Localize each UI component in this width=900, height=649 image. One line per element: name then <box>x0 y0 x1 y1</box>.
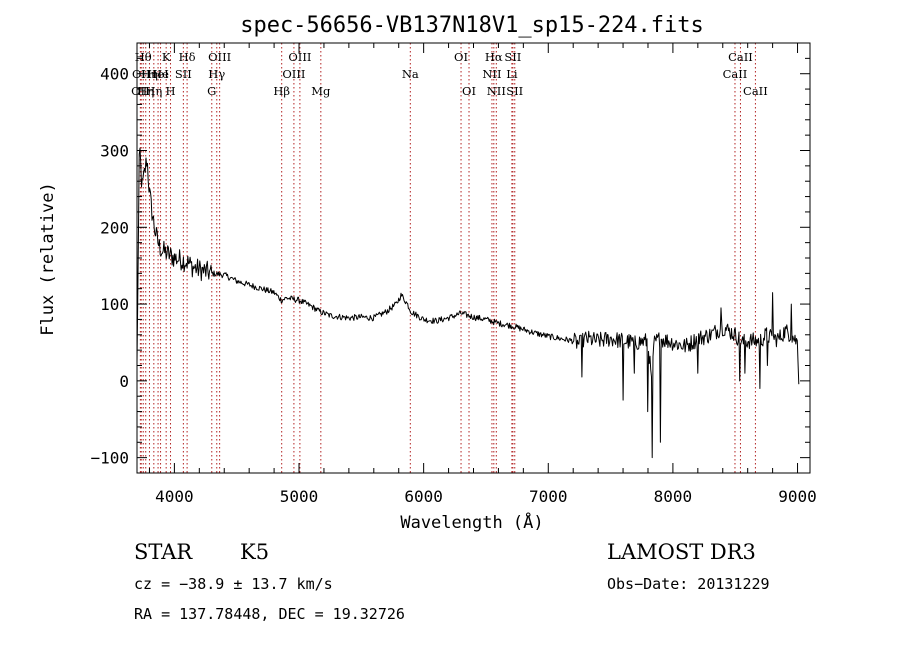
x-tick-label-5: 9000 <box>778 487 817 506</box>
line-marker-label-14: OIII <box>208 50 231 64</box>
line-marker-label-17: OIII <box>288 50 311 64</box>
line-marker-label-29: CaII <box>728 50 753 64</box>
y-tick-label-4: 300 <box>100 142 129 161</box>
y-tick-label-5: 400 <box>100 65 129 84</box>
line-marker-label-18: Mg <box>311 84 331 98</box>
obs-date-text: Obs−Date: 20131229 <box>607 575 770 593</box>
line-marker-label-22: NII <box>482 67 501 81</box>
line-marker-labels-layer: OIIOIIHθHηHηHηHeIHeKHSIIHδGHγOIIIHβOIIIO… <box>131 50 768 98</box>
line-marker-label-10: SII <box>175 67 192 81</box>
line-marker-label-25: SII <box>504 50 521 64</box>
line-marker-label-4: Hη <box>141 67 158 81</box>
line-marker-label-8: K <box>162 50 171 64</box>
line-marker-label-12: G <box>207 84 216 98</box>
line-marker-label-3: Hη <box>137 84 154 98</box>
line-marker-label-21: OI <box>462 84 476 98</box>
line-marker-label-26: SII <box>506 84 523 98</box>
line-marker-label-5: Hη <box>145 84 162 98</box>
line-marker-label-27: Li <box>506 67 518 81</box>
line-marker-label-13: Hγ <box>208 67 225 81</box>
x-tick-label-0: 4000 <box>155 487 194 506</box>
chart-title: spec-56656-VB137N18V1_sp15-224.fits <box>240 13 704 38</box>
survey-label: LAMOST DR3 <box>607 540 756 564</box>
line-marker-label-28: CaII <box>723 67 748 81</box>
spectrum-line <box>136 147 800 459</box>
line-marker-label-9: H <box>166 84 176 98</box>
line-marker-label-15: Hβ <box>273 84 290 98</box>
x-tick-label-1: 5000 <box>280 487 319 506</box>
line-marker-label-20: OI <box>454 50 468 64</box>
line-marker-label-24: NII <box>487 84 506 98</box>
object-class-label: STAR <box>134 540 193 564</box>
line-marker-label-19: Na <box>402 67 419 81</box>
line-marker-label-23: Hα <box>485 50 503 64</box>
x-tick-label-4: 8000 <box>654 487 693 506</box>
line-marker-label-0: OII <box>131 84 150 98</box>
x-tick-label-3: 7000 <box>529 487 568 506</box>
line-marker-label-2: Hθ <box>135 50 152 64</box>
line-markers-layer <box>139 43 756 473</box>
line-marker-label-11: Hδ <box>179 50 196 64</box>
line-marker-label-16: OIII <box>282 67 305 81</box>
plot-frame <box>136 42 811 474</box>
y-axis-label: Flux (relative) <box>38 182 58 336</box>
spectrum-layer <box>136 147 800 459</box>
redshift-text: cz = −38.9 ± 13.7 km/s <box>134 575 333 593</box>
y-tick-label-0: −100 <box>90 449 129 468</box>
object-subclass-label: K5 <box>240 540 270 564</box>
y-tick-label-2: 100 <box>100 295 129 314</box>
y-tick-label-1: 0 <box>119 372 129 391</box>
coordinates-text: RA = 137.78448, DEC = 19.32726 <box>134 605 405 623</box>
x-axis-label: Wavelength (Å) <box>400 511 543 533</box>
y-tick-label-3: 200 <box>100 218 129 237</box>
line-marker-label-7: He <box>152 67 169 81</box>
axis-ticks-layer: 4000 5000 6000 7000 8000 9000 −100 0 100 200 300 40… <box>90 43 817 506</box>
line-marker-label-30: CaII <box>743 84 768 98</box>
x-tick-label-2: 6000 <box>404 487 443 506</box>
line-marker-label-6: HeI <box>147 67 168 81</box>
